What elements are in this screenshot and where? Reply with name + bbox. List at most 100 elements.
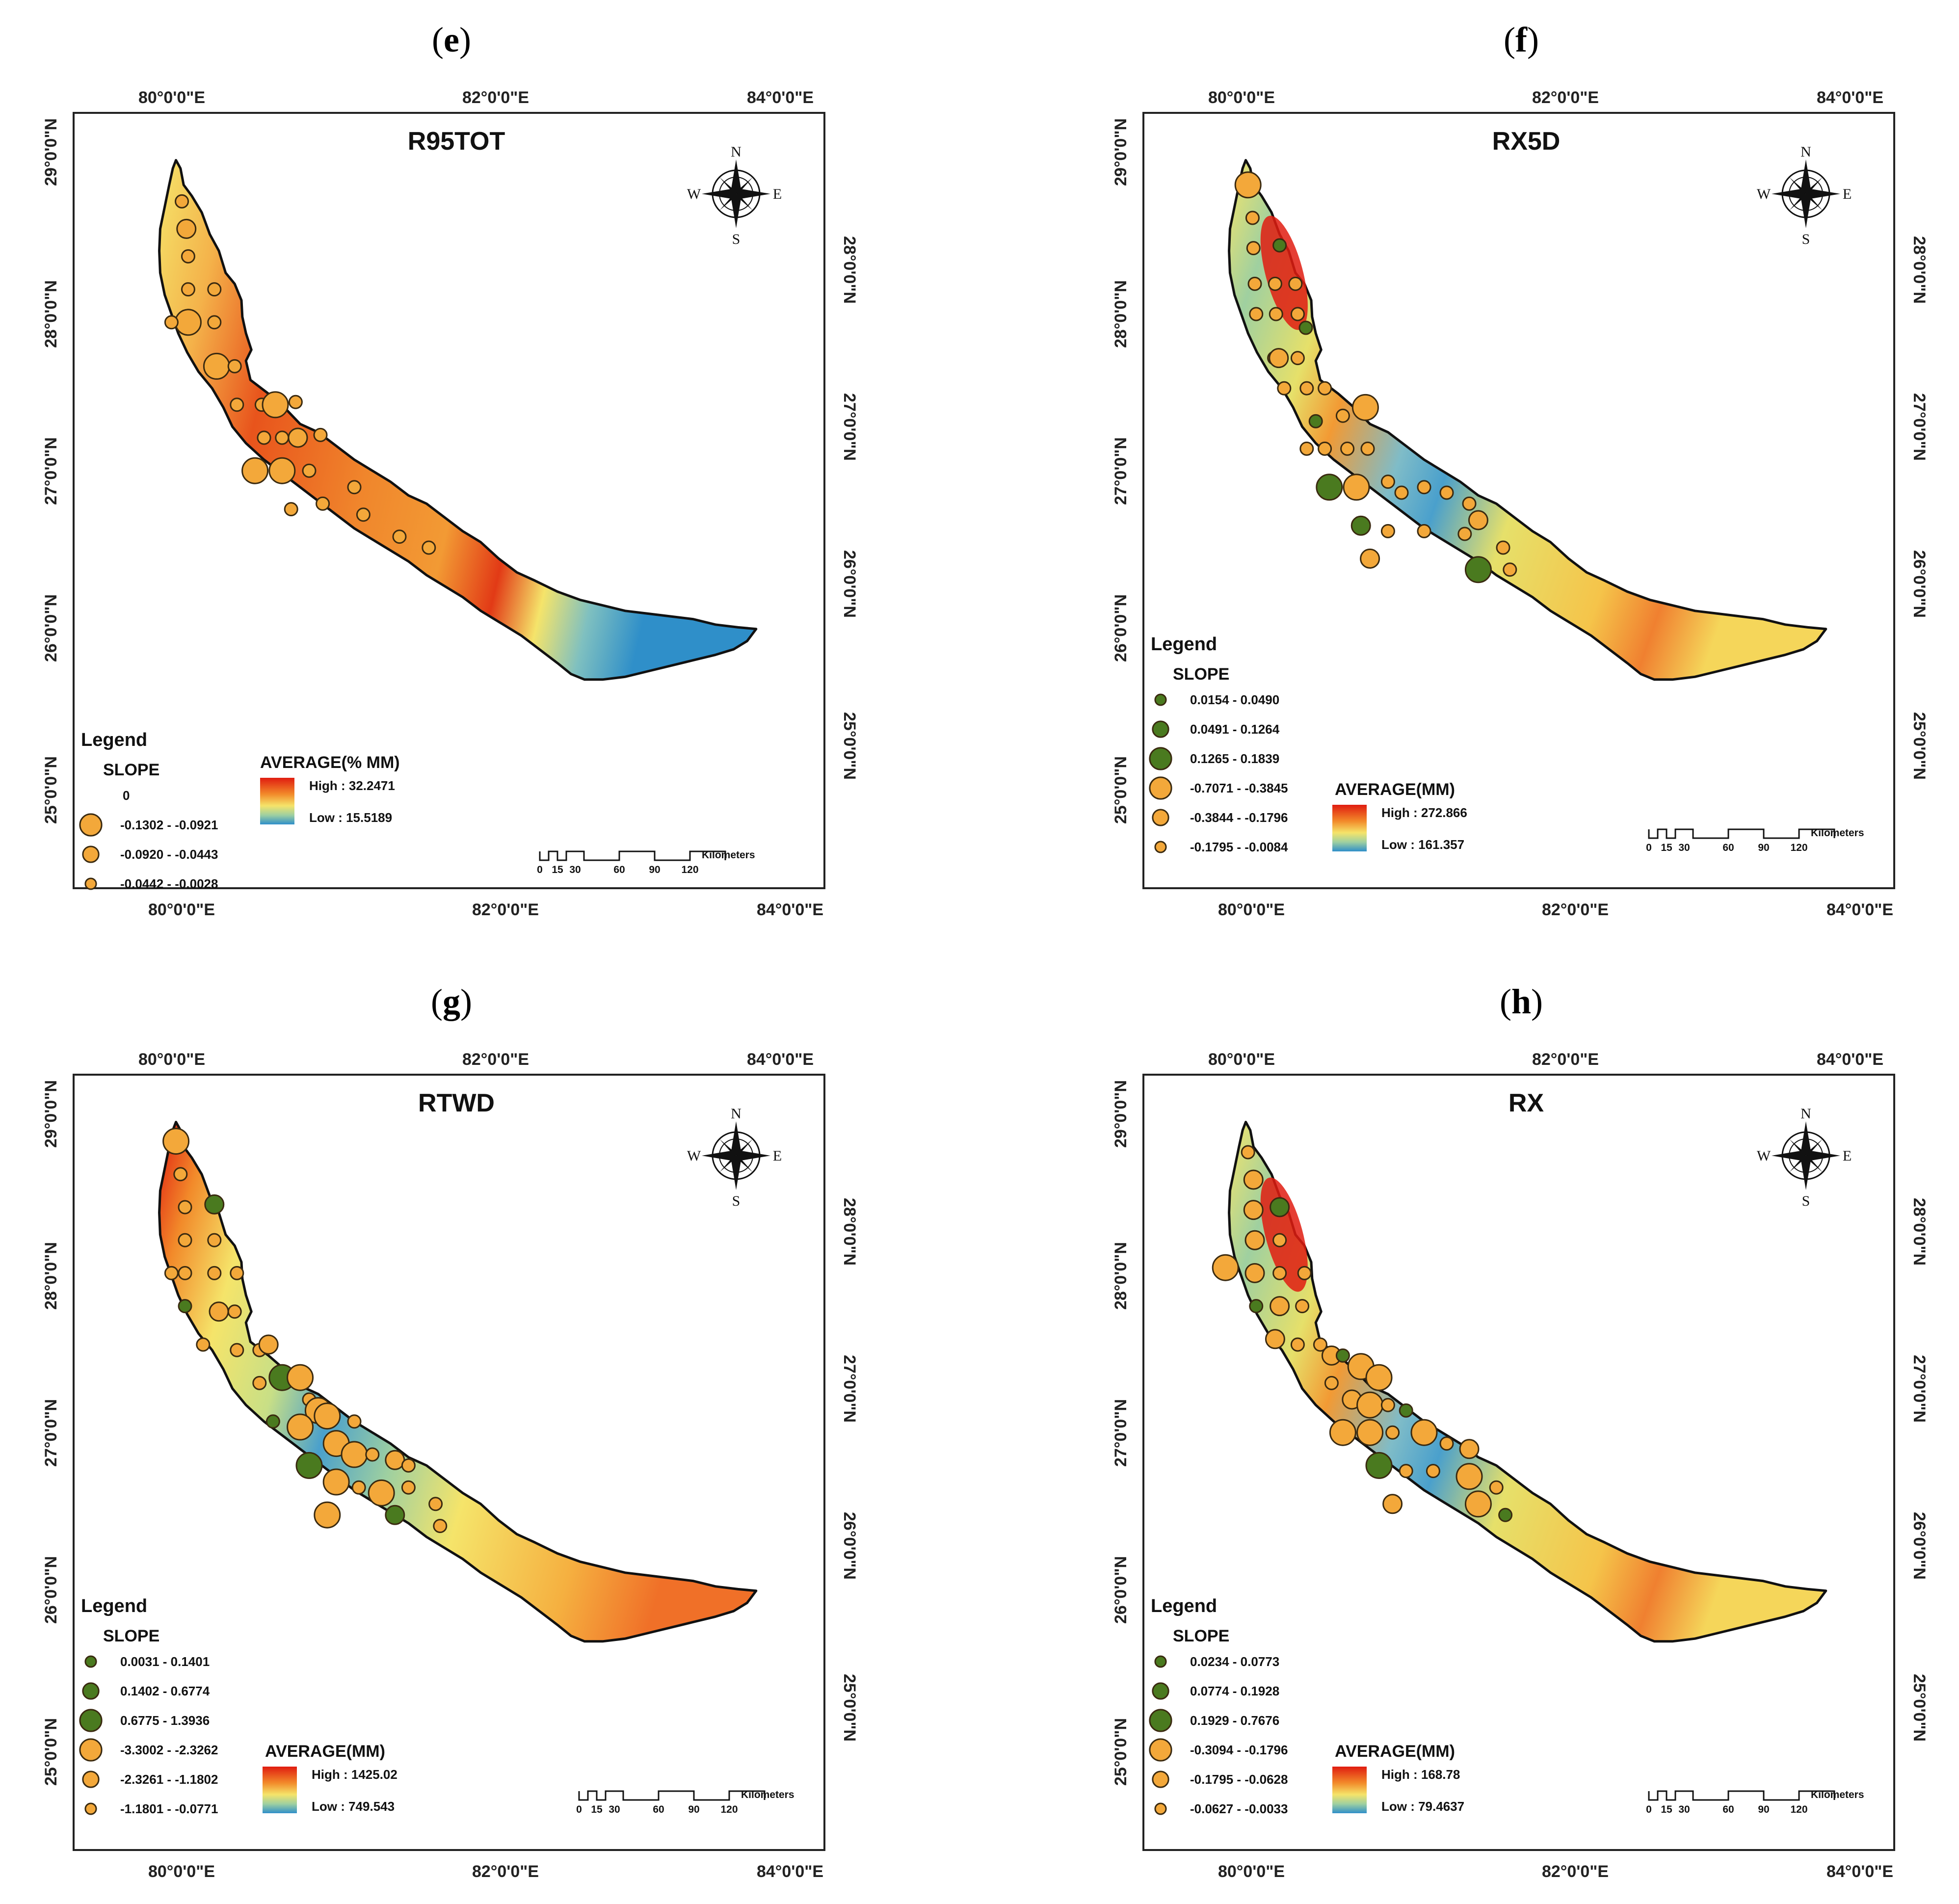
compass-arrow-e [1806, 189, 1840, 199]
station-marker-orange [314, 1402, 341, 1430]
station-marker-orange [175, 194, 189, 209]
scale-number: 30 [609, 1804, 620, 1815]
legend-slope-label: 0.0031 - 0.1401 [120, 1654, 210, 1669]
station-marker-green [1272, 238, 1287, 253]
station-marker-orange [341, 1441, 368, 1468]
compass-arrow-w [702, 1151, 736, 1161]
map-panel-h: (h) 80°0'0"E 82°0'0"E 84°0'0"E 80°0'0"E 82°0'… [1112, 982, 1929, 1881]
legend-marker-orange [1152, 1771, 1169, 1788]
station-marker-green [1298, 320, 1313, 335]
scale-number: 60 [653, 1804, 664, 1815]
compass-arrow-n [1801, 159, 1811, 194]
scale-number: 90 [1758, 1804, 1769, 1815]
station-marker-orange [173, 1167, 188, 1182]
basin-surface [158, 159, 758, 681]
scale-number: 120 [1790, 1804, 1807, 1815]
compass-w: W [687, 1148, 701, 1164]
station-marker-orange [1313, 1337, 1327, 1352]
station-marker-orange [1462, 496, 1477, 511]
compass-arrow-nw [1789, 1139, 1806, 1156]
station-marker-orange [241, 457, 269, 484]
map-title: RX [1509, 1089, 1544, 1117]
legend-marker-orange [84, 877, 97, 890]
station-marker-orange [1295, 1299, 1310, 1314]
lat-tick-right: 26°0'0"N [840, 1512, 859, 1580]
panel-label: (e) [432, 20, 471, 59]
slope-title: SLOPE [103, 1627, 159, 1645]
average-low-label: Low : 749.543 [312, 1799, 395, 1814]
legend-title: Legend [1151, 1596, 1217, 1616]
lat-tick-left: 28°0'0"N [42, 280, 60, 348]
compass-s: S [732, 1193, 741, 1209]
station-marker-orange [1269, 348, 1289, 369]
legend-marker-green [1154, 1655, 1167, 1668]
lat-tick-left: 27°0'0"N [42, 1399, 60, 1467]
lat-tick-right: 27°0'0"N [840, 1355, 859, 1423]
scale-segment [1798, 1790, 1835, 1800]
station-marker-orange [1234, 171, 1262, 199]
compass-arrow-w [1772, 189, 1806, 199]
lat-tick-left: 25°0'0"N [42, 756, 60, 824]
station-marker-orange [422, 540, 436, 555]
lat-tick-right: 28°0'0"N [840, 236, 859, 304]
compass-arrow-nw [719, 1139, 736, 1156]
station-marker-orange [1246, 241, 1261, 256]
lat-tick-left: 26°0'0"N [1112, 1556, 1130, 1624]
lat-tick-right: 28°0'0"N [1910, 236, 1929, 304]
station-marker-orange [257, 430, 271, 445]
legend-slope-label: 0.0774 - 0.1928 [1190, 1684, 1279, 1698]
compass-icon: N S E W [687, 1106, 782, 1209]
scale-number: 0 [1646, 1804, 1652, 1815]
station-marker-orange [162, 1128, 190, 1155]
legend-slope-label: -0.7071 - -0.3845 [1190, 781, 1288, 795]
station-marker-orange [1290, 307, 1305, 321]
station-marker-orange [401, 1458, 416, 1473]
compass-arrow-se [736, 194, 753, 211]
average-high-label: High : 168.78 [1381, 1767, 1460, 1782]
scale-unit: Kilometers [741, 1789, 794, 1800]
scale-segment [1798, 828, 1835, 838]
station-marker-green [1350, 515, 1371, 536]
lat-tick-left: 29°0'0"N [42, 1080, 60, 1148]
lon-tick-bottom: 80°0'0"E [148, 900, 215, 919]
panel-label: (g) [431, 982, 472, 1021]
legend-marker-green [1149, 747, 1172, 770]
legend-marker-green [1152, 720, 1169, 738]
compass-icon: N S E W [1757, 1106, 1852, 1209]
compass-s: S [1802, 231, 1810, 247]
compass-arrow-se [1806, 194, 1823, 211]
station-marker-green [1335, 1348, 1350, 1363]
compass-arrow-n [1801, 1121, 1811, 1156]
station-marker-green [295, 1452, 323, 1479]
panel-label-letter: g [443, 982, 460, 1021]
station-marker-orange [1380, 1398, 1395, 1412]
station-marker-orange [1399, 1464, 1413, 1479]
station-marker-orange [1457, 527, 1472, 541]
station-marker-orange [401, 1480, 416, 1495]
station-marker-orange [176, 218, 197, 239]
lat-tick-left: 27°0'0"N [1112, 1399, 1130, 1467]
station-marker-orange [230, 1343, 244, 1357]
lat-tick-right: 28°0'0"N [1910, 1198, 1929, 1266]
scale-number: 90 [1758, 842, 1769, 853]
station-marker-orange [1243, 1169, 1264, 1190]
station-marker-orange [207, 282, 222, 297]
station-marker-orange [227, 359, 242, 373]
station-marker-orange [392, 529, 407, 544]
station-marker-orange [1360, 441, 1375, 456]
station-marker-orange [207, 315, 222, 330]
slope-title: SLOPE [103, 761, 159, 779]
compass-e: E [1843, 186, 1852, 202]
station-marker-orange [287, 1364, 314, 1391]
lon-tick-bottom: 80°0'0"E [148, 1862, 215, 1881]
station-marker-orange [368, 1479, 395, 1507]
scale-number: 15 [591, 1804, 603, 1815]
legend-marker-orange [79, 813, 103, 837]
compass-icon: N S E W [1757, 144, 1852, 247]
station-marker-orange [1212, 1254, 1239, 1281]
lon-tick-top: 84°0'0"E [1817, 1050, 1883, 1069]
lon-tick-bottom: 80°0'0"E [1218, 1862, 1285, 1881]
compass-n: N [1800, 144, 1811, 160]
map-title: RX5D [1492, 127, 1561, 156]
